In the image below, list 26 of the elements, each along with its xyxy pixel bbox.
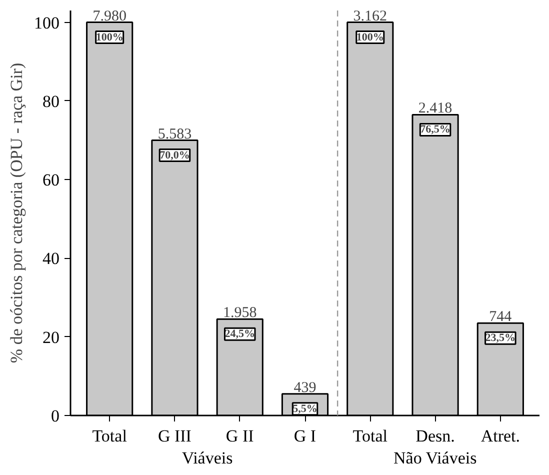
- x-tick-label: Total: [92, 426, 128, 446]
- x-tick-label: Atret.: [480, 426, 520, 446]
- data-label: 100%: [356, 31, 384, 44]
- x-tick-label: G III: [158, 426, 192, 446]
- annotation: 3.162: [353, 8, 388, 24]
- annotation: 439: [294, 380, 316, 396]
- y-tick-label: 60: [42, 170, 60, 190]
- y-tick-label: 80: [42, 92, 60, 111]
- data-label: 100%: [96, 31, 124, 44]
- x-tick-label: Total: [352, 426, 388, 446]
- x-tick-label: Desn.: [416, 426, 455, 446]
- annotation: 2.418: [418, 100, 452, 117]
- y-tick-label: 100: [34, 13, 60, 32]
- x-tick-label: G I: [294, 426, 316, 446]
- y-tick-label: 0: [51, 406, 60, 426]
- x-tick-label: G II: [226, 426, 254, 446]
- y-tick-label: 40: [42, 249, 60, 268]
- annotation: 1.958: [222, 305, 257, 322]
- y-axis-title: % de oócitos por categoria (OPU - raça Gir): [7, 62, 26, 364]
- annotation: 5.583: [158, 126, 192, 142]
- annotation: 744: [489, 309, 512, 326]
- y-tick-label: 20: [42, 328, 60, 347]
- text: Viáveis: [182, 448, 233, 468]
- text: Não Viáveis: [394, 448, 477, 468]
- annotation: 7.980: [92, 8, 126, 24]
- data-label: 5,5%: [292, 402, 318, 415]
